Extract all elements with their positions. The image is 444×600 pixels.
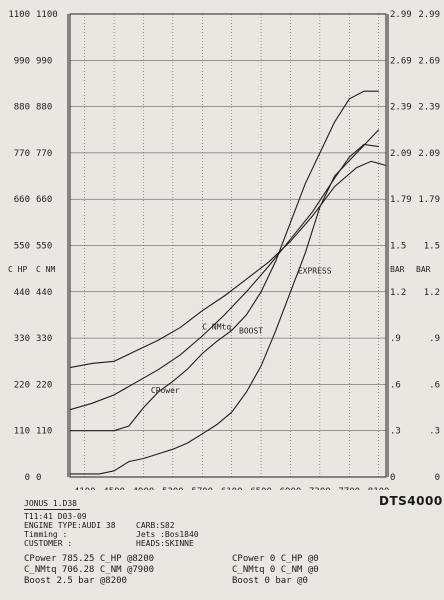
left-inner-tick-label-4: 660 [36,195,52,205]
x-tick-label-5: 6100 [221,487,243,490]
summary-left-torque: C_NMtq 706.28 C_NM @7900 [24,565,155,575]
right-tick-label-9: .3 [390,427,401,437]
x-tick-label-7: 6900 [280,487,302,490]
right-outer-tick-label-3: 2.09 [418,149,440,159]
left-axis-title: C HP [8,265,27,274]
series-label-3: EXPRESS [298,266,332,275]
right-outer-tick-label-1: 2.69 [418,56,440,66]
right-outer-tick-label-6: 1.2 [424,288,440,298]
right-outer-tick-label-2: 2.39 [418,103,440,113]
info-underline [24,509,80,510]
left-inner-tick-label-2: 880 [36,103,52,113]
summary-right-boost: Boost 0 bar @0 [232,576,308,586]
series-line-2 [70,90,379,432]
x-tick-label-3: 5300 [162,487,184,490]
x-tick-label-10: 8100 [368,487,390,490]
right-outer-tick-label-5: 1.5 [424,242,440,252]
run-time-date: T11:41 D03-09 [24,512,87,521]
series-label-0: C NMtq [202,323,231,332]
x-tick-label-6: 6500 [250,487,272,490]
left-tick-label-7: 330 [14,334,30,344]
customer-info: CUSTOMER : [24,539,73,548]
left-inner-tick-label-3: 770 [36,149,52,159]
series-line-1 [69,143,379,411]
right-axis-title-2: BAR [416,265,431,274]
left-tick-label-1: 990 [14,56,30,66]
left-tick-label-3: 770 [14,149,30,159]
right-tick-label-7: .9 [390,334,401,344]
right-tick-label-5: 1.5 [390,242,406,252]
right-outer-tick-label-4: 1.79 [418,195,440,205]
right-axis-title: BAR [390,265,405,274]
left-tick-label-5: 550 [14,242,30,252]
summary-right-torque: C_NMtq 0 C_NM @0 [232,565,319,575]
left-tick-label-9: 110 [14,427,30,437]
left-tick-label-4: 660 [14,195,30,205]
left-tick-label-8: 220 [14,380,30,390]
carb-info: CARB:S82 [136,521,175,530]
right-tick-label-4: 1.79 [390,195,412,205]
left-tick-label-0: 1100 [8,10,30,20]
right-tick-label-2: 2.39 [390,103,412,113]
right-tick-label-3: 2.09 [390,149,412,159]
summary-right-power: CPower 0 C_HP @0 [232,554,319,564]
right-outer-tick-label-7: .9 [429,334,440,344]
series-label-1: CPower [151,386,180,395]
series-line-0 [69,160,387,369]
jets-info: Jets :Bos1840 [136,530,199,539]
plot-frame [69,13,387,478]
heads-info: HEADS:SKINNE [136,539,194,548]
right-outer-tick-label-9: .3 [429,427,440,437]
left-inner-tick-label-9: 110 [36,427,52,437]
left-tick-label-10: 0 [25,473,30,483]
right-outer-tick-label-10: 0 [435,473,440,483]
right-tick-label-8: .6 [390,380,401,390]
left-inner-tick-label-5: 550 [36,242,52,252]
timing-info: Timming : [24,530,68,539]
x-tick-label-2: 4900 [133,487,155,490]
left-axis-title-2: C NM [36,265,55,274]
right-tick-label-6: 1.2 [390,288,406,298]
left-inner-tick-label-1: 990 [36,56,52,66]
left-tick-label-6: 440 [14,288,30,298]
left-inner-tick-label-8: 220 [36,380,52,390]
x-tick-label-8: 7300 [309,487,331,490]
x-tick-label-0: 4100 [74,487,96,490]
x-tick-label-1: 4500 [103,487,125,490]
right-tick-label-1: 2.69 [390,56,412,66]
right-outer-tick-label-0: 2.99 [418,10,440,20]
series-line-3 [70,129,380,475]
x-tick-label-4: 5700 [191,487,213,490]
engine-type: ENGINE TYPE:AUDI 38 [24,521,116,530]
right-tick-label-10: 0 [390,473,395,483]
right-tick-label-0: 2.99 [390,10,412,20]
left-inner-tick-label-10: 0 [36,473,41,483]
left-inner-tick-label-6: 440 [36,288,52,298]
series-label-2: BOOST [239,326,263,335]
run-file: JONUS 1.D38 [24,499,77,508]
x-tick-label-9: 7700 [338,487,360,490]
right-outer-tick-label-8: .6 [429,380,440,390]
summary-left-power: CPower 785.25 C_HP @8200 [24,554,155,564]
left-inner-tick-label-7: 330 [36,334,52,344]
left-tick-label-2: 880 [14,103,30,113]
brand-label: DTS4000 [379,494,443,508]
summary-left-boost: Boost 2.5 bar @8200 [24,576,127,586]
left-inner-tick-label-0: 1100 [36,10,58,20]
